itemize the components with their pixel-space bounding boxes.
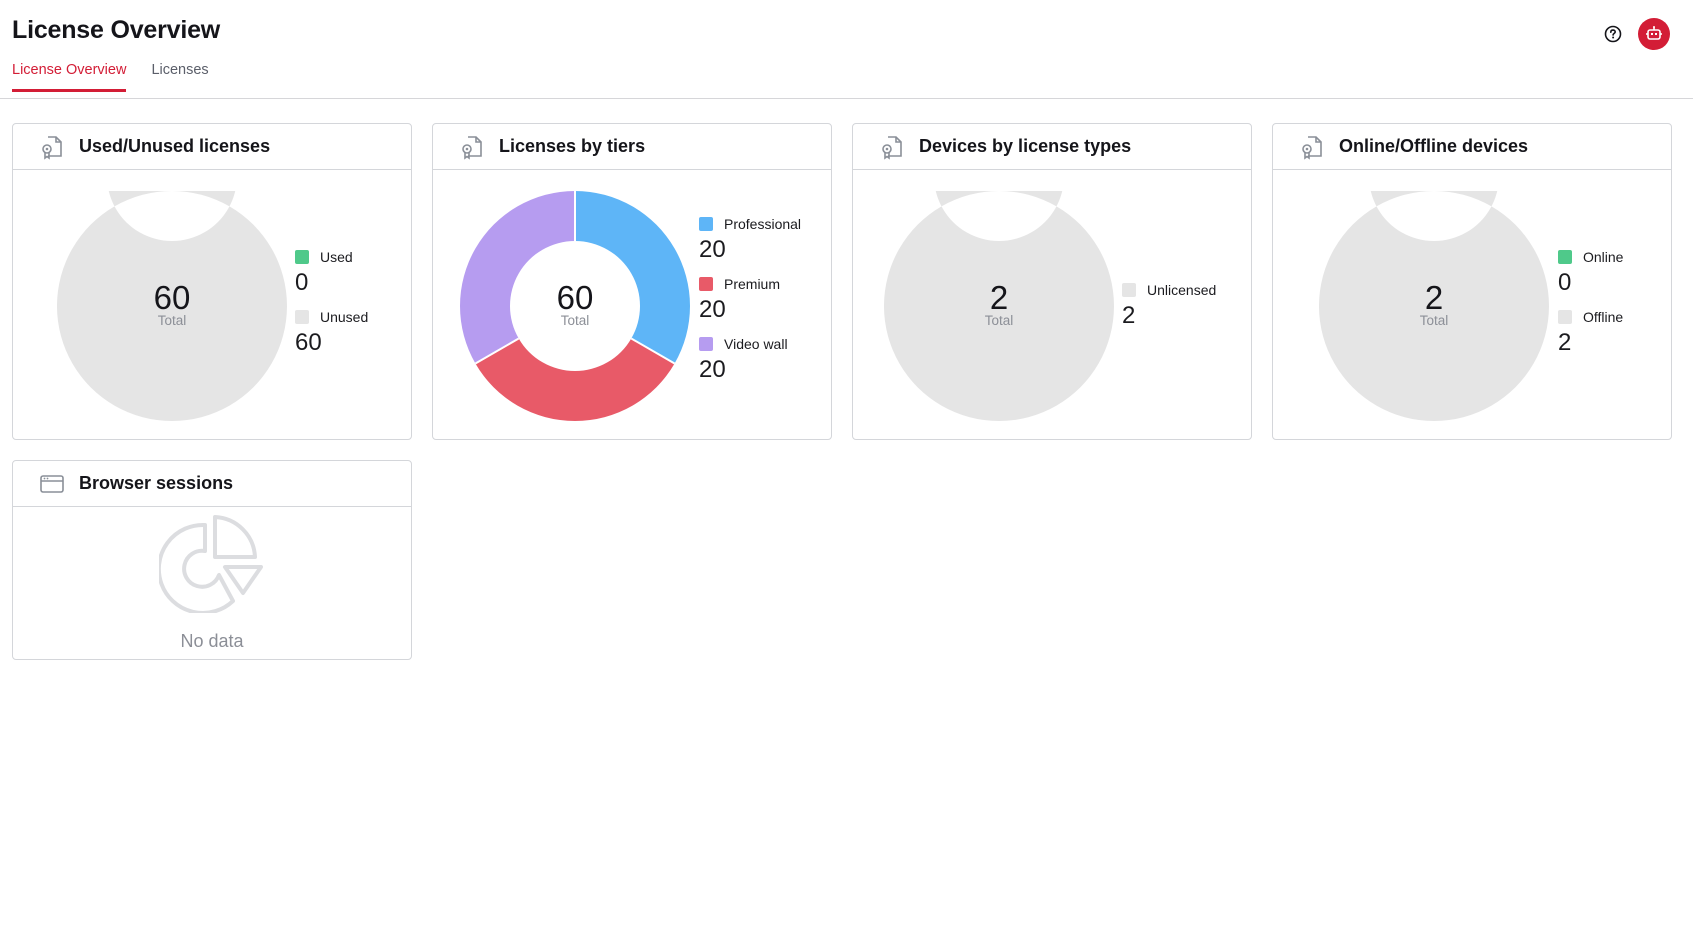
donut-total-value: 60	[556, 279, 594, 316]
card-online-offline-devices: Online/Offline devices 2 Total Online 0 …	[1272, 123, 1672, 440]
page-header: License Overview License Overview Licens…	[0, 0, 1693, 99]
legend-value: 20	[699, 236, 726, 263]
card-header: Devices by license types	[853, 124, 1251, 170]
donut-slice-premium[interactable]	[475, 338, 675, 422]
license-certificate-icon	[877, 132, 907, 162]
tab-licenses[interactable]: Licenses	[151, 62, 209, 78]
legend-item-offline: Offline 2	[1558, 309, 1623, 357]
donut-slice-video-wall[interactable]	[460, 191, 575, 364]
legend-swatch	[295, 310, 309, 324]
card-title: Online/Offline devices	[1339, 136, 1529, 156]
legend: Online 0 Offline 2	[1558, 249, 1623, 369]
robot-icon[interactable]	[1638, 18, 1670, 50]
legend-value: 2	[1558, 329, 1572, 356]
donut-total-label: Total	[1419, 313, 1449, 328]
legend-item-online: Online 0	[1558, 249, 1623, 297]
help-circle-icon[interactable]	[1603, 24, 1623, 44]
legend-swatch	[1122, 283, 1136, 297]
donut-chart	[57, 191, 287, 421]
legend-swatch	[699, 337, 713, 351]
no-data-message: No data	[180, 631, 244, 651]
donut-separator	[630, 337, 676, 365]
card-header: Online/Offline devices	[1273, 124, 1671, 170]
card-browser-sessions: Browser sessions No data	[12, 460, 412, 660]
card-header: Browser sessions	[13, 461, 411, 507]
donut-total-value: 2	[1424, 279, 1444, 316]
legend-item-unlicensed: Unlicensed 2	[1122, 282, 1216, 330]
donut-slice-offline[interactable]	[1319, 191, 1549, 421]
legend-swatch	[1558, 310, 1572, 324]
browser-window-icon	[37, 469, 67, 499]
legend-item-used: Used 0	[295, 249, 368, 297]
donut-total-label: Total	[157, 313, 187, 328]
tab-bar: License Overview Licenses	[12, 62, 234, 92]
donut-slice-unused[interactable]	[57, 191, 287, 421]
donut-total-value: 60	[153, 279, 191, 316]
page-title: License Overview	[12, 16, 221, 44]
license-certificate-icon	[1297, 132, 1327, 162]
card-title: Browser sessions	[79, 473, 234, 493]
donut-total-value: 2	[989, 279, 1009, 316]
card-title: Devices by license types	[919, 136, 1132, 156]
legend-label: Online	[1583, 249, 1624, 265]
donut-separator	[474, 337, 520, 365]
tab-license-overview[interactable]: License Overview	[12, 62, 127, 92]
card-title: Used/Unused licenses	[79, 136, 271, 156]
card-used-unused-licenses: Used/Unused licenses 60 Total Used 0 Unu…	[12, 123, 412, 440]
legend-item-premium: Premium 20	[699, 276, 801, 324]
legend-label: Professional	[724, 216, 802, 232]
legend: Unlicensed 2	[1122, 282, 1216, 342]
card-devices-by-license-types: Devices by license types 2 Total Unlicen…	[852, 123, 1252, 440]
legend-label: Offline	[1583, 309, 1624, 325]
legend-value: 0	[1558, 269, 1572, 296]
legend-label: Premium	[724, 276, 781, 292]
pie-chart-icon	[156, 513, 265, 618]
legend-item-video-wall: Video wall 20	[699, 336, 801, 384]
donut-total-label: Total	[984, 313, 1014, 328]
legend-label: Used	[320, 249, 353, 265]
legend-value: 60	[295, 329, 322, 356]
donut-total-label: Total	[560, 313, 590, 328]
legend-item-unused: Unused 60	[295, 309, 368, 357]
legend-value: 20	[699, 296, 726, 323]
legend-value: 20	[699, 356, 726, 383]
card-header: Used/Unused licenses	[13, 124, 411, 170]
legend-swatch	[1558, 250, 1572, 264]
legend-label: Unused	[320, 309, 369, 325]
donut-slice-unlicensed[interactable]	[884, 191, 1114, 421]
legend-label: Video wall	[724, 336, 788, 352]
legend: Professional 20 Premium 20 Video wall 20	[699, 216, 801, 396]
legend-swatch	[699, 277, 713, 291]
legend: Used 0 Unused 60	[295, 249, 368, 369]
legend-value: 0	[295, 269, 309, 296]
donut-chart	[460, 191, 690, 421]
donut-slice-professional[interactable]	[575, 191, 690, 364]
donut-chart	[884, 191, 1114, 421]
legend-value: 2	[1122, 302, 1136, 329]
license-certificate-icon	[457, 132, 487, 162]
legend-swatch	[699, 217, 713, 231]
legend-label: Unlicensed	[1147, 282, 1217, 298]
card-licenses-by-tiers: Licenses by tiers 60 Total Professional …	[432, 123, 832, 440]
card-header: Licenses by tiers	[433, 124, 831, 170]
donut-chart	[1319, 191, 1549, 421]
card-title: Licenses by tiers	[499, 136, 646, 156]
legend-item-professional: Professional 20	[699, 216, 801, 264]
legend-swatch	[295, 250, 309, 264]
license-certificate-icon	[37, 132, 67, 162]
